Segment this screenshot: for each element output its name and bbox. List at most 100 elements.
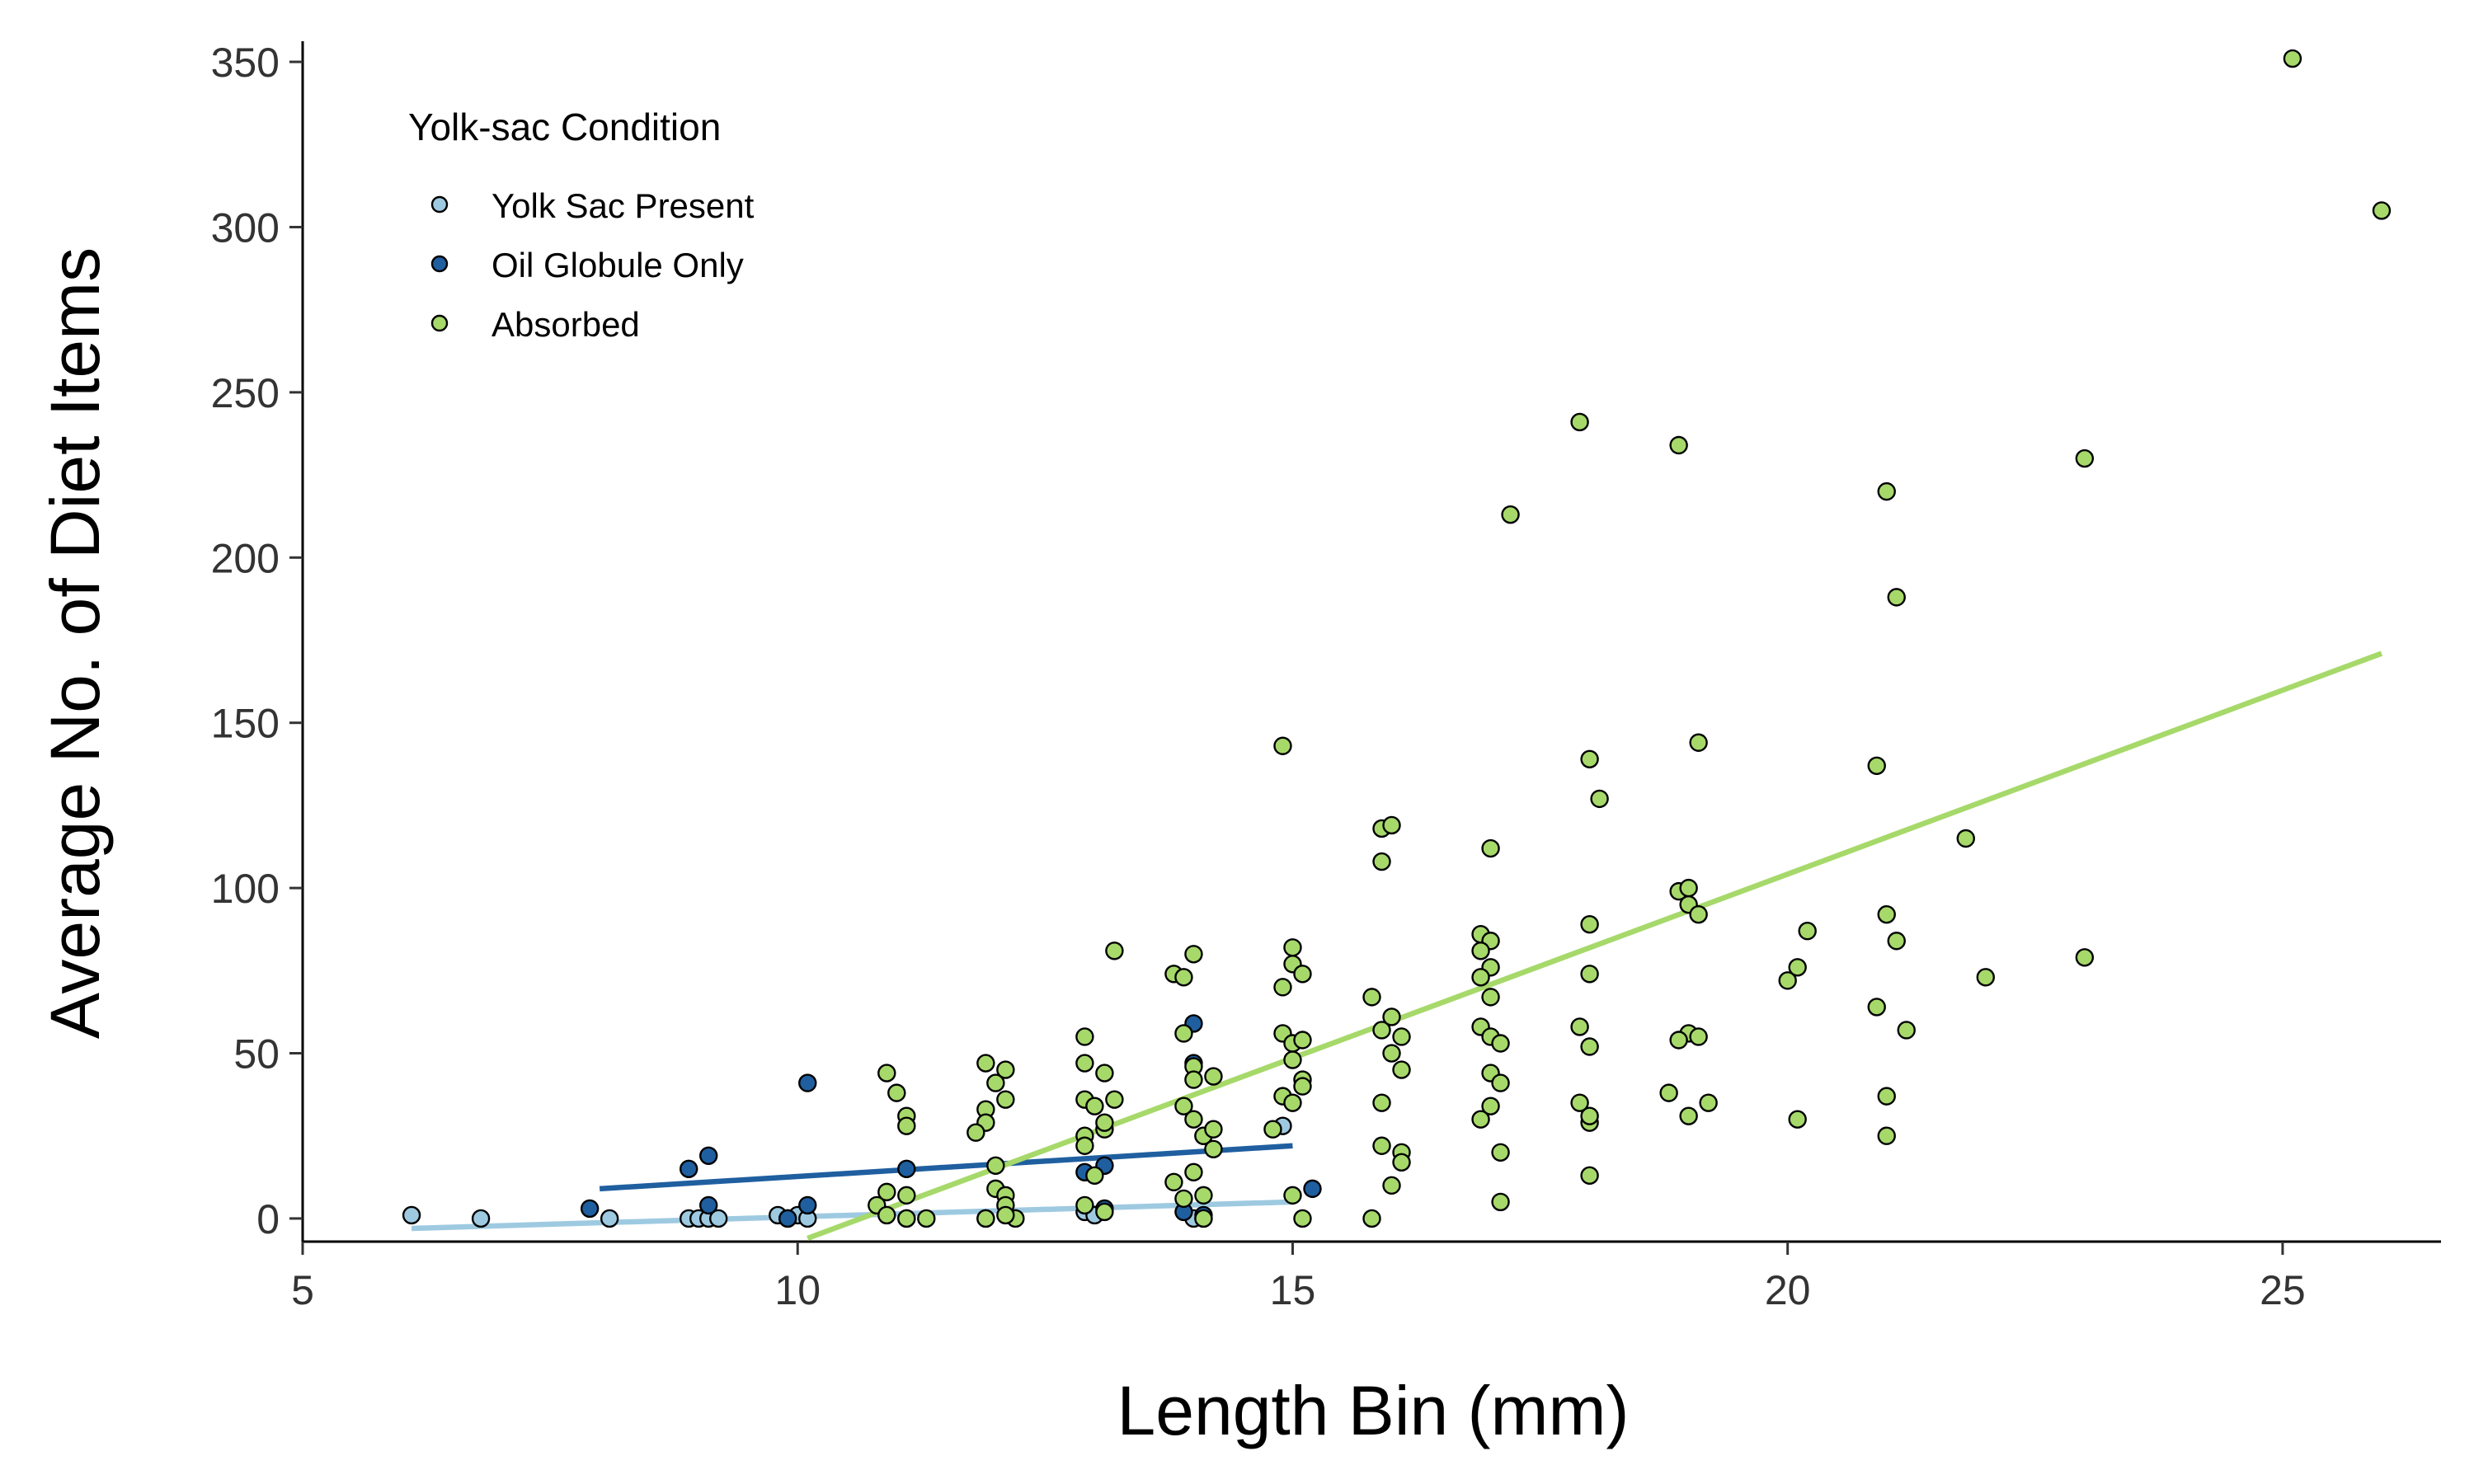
data-point-absorbed: [1085, 1166, 1104, 1186]
data-point-absorbed: [1778, 971, 1797, 990]
data-point-absorbed: [1580, 1037, 1599, 1056]
data-point-oil-globule-only: [778, 1209, 797, 1228]
data-point-absorbed: [1283, 938, 1302, 957]
trend-line-oil-globule-only: [599, 1143, 1293, 1192]
data-point-absorbed: [996, 1060, 1015, 1079]
data-point-absorbed: [1570, 1017, 1589, 1036]
data-point-absorbed: [1471, 942, 1490, 960]
y-axis-title: Average No. of Diet Items: [36, 247, 114, 1039]
data-point-absorbed: [1580, 915, 1599, 934]
data-point-absorbed: [1481, 838, 1500, 858]
data-point-oil-globule-only: [698, 1195, 718, 1215]
data-point-absorbed: [897, 1116, 916, 1135]
data-point-absorbed: [1798, 922, 1817, 941]
data-point-oil-globule-only: [698, 1146, 718, 1165]
y-tick-label: 0: [256, 1196, 280, 1242]
data-point-oil-globule-only: [679, 1159, 698, 1179]
data-point-oil-globule-only: [897, 1159, 916, 1179]
legend-label-yolk-sac-present: Yolk Sac Present: [492, 186, 755, 225]
data-point-absorbed: [1590, 789, 1609, 809]
data-point-absorbed: [1669, 435, 1688, 455]
data-point-absorbed: [1273, 978, 1292, 997]
data-point-absorbed: [1293, 1031, 1312, 1050]
data-point-absorbed: [1392, 1060, 1411, 1079]
data-point-absorbed: [1699, 1093, 1718, 1112]
data-point-absorbed: [1075, 1195, 1094, 1215]
y-tick-label: 100: [211, 866, 280, 912]
x-tick-label: 20: [1765, 1267, 1811, 1313]
data-point-absorbed: [1570, 412, 1589, 432]
data-point-absorbed: [1273, 736, 1292, 755]
data-point-oil-globule-only: [1303, 1179, 1322, 1199]
data-point-absorbed: [887, 1083, 906, 1102]
legend-marker-absorbed: [430, 314, 449, 332]
legend-marker-oil-globule-only: [430, 255, 449, 273]
data-point-absorbed: [1283, 1050, 1302, 1069]
data-point-absorbed: [1877, 481, 1896, 501]
data-point-yolk-sac-present: [471, 1209, 491, 1228]
trend-layer: [411, 650, 2383, 1242]
data-point-absorbed: [1095, 1113, 1114, 1132]
data-point-absorbed: [1382, 1007, 1401, 1026]
data-point-absorbed: [1204, 1067, 1223, 1086]
data-point-yolk-sac-present: [402, 1205, 421, 1225]
data-point-absorbed: [877, 1182, 896, 1202]
data-point-absorbed: [1580, 1166, 1599, 1186]
data-point-absorbed: [1392, 1027, 1411, 1046]
data-point-absorbed: [996, 1090, 1015, 1109]
data-point-absorbed: [1689, 904, 1708, 924]
data-point-absorbed: [917, 1209, 936, 1228]
data-point-absorbed: [1392, 1153, 1411, 1172]
data-point-absorbed: [1095, 1064, 1114, 1082]
data-point-absorbed: [1174, 968, 1193, 987]
data-point-absorbed: [976, 1209, 995, 1228]
data-point-absorbed: [1194, 1186, 1213, 1205]
x-tick-label: 15: [1270, 1267, 1316, 1313]
data-point-oil-globule-only: [580, 1199, 600, 1219]
data-point-absorbed: [1372, 1021, 1391, 1040]
data-point-absorbed: [1283, 1093, 1302, 1112]
data-point-absorbed: [1174, 1189, 1193, 1209]
data-point-absorbed: [1877, 1126, 1896, 1145]
data-point-absorbed: [976, 1054, 995, 1073]
data-point-absorbed: [1471, 968, 1490, 987]
data-point-absorbed: [897, 1186, 916, 1205]
data-point-absorbed: [1501, 505, 1520, 524]
y-tick-label: 200: [211, 535, 280, 581]
data-point-absorbed: [877, 1064, 896, 1082]
data-point-absorbed: [967, 1123, 985, 1142]
data-point-yolk-sac-present: [600, 1209, 619, 1228]
data-point-absorbed: [1293, 965, 1312, 984]
data-point-absorbed: [1887, 932, 1906, 951]
data-point-absorbed: [1095, 1202, 1114, 1222]
data-point-absorbed: [1570, 1093, 1589, 1112]
data-point-absorbed: [1372, 1136, 1391, 1155]
data-point-absorbed: [1877, 904, 1896, 924]
data-point-absorbed: [897, 1209, 916, 1228]
data-point-absorbed: [996, 1205, 1015, 1225]
data-point-absorbed: [986, 1073, 1005, 1092]
data-point-absorbed: [1105, 942, 1124, 960]
legend: Yolk-sac Condition Yolk Sac Present Oil …: [408, 106, 755, 344]
data-point-absorbed: [1689, 733, 1708, 752]
data-point-absorbed: [1580, 965, 1599, 984]
data-point-absorbed: [1293, 1077, 1312, 1096]
data-point-absorbed: [1897, 1021, 1916, 1040]
data-point-absorbed: [1184, 1162, 1203, 1182]
data-point-absorbed: [1956, 829, 1975, 848]
data-point-absorbed: [1887, 588, 1906, 607]
data-point-absorbed: [1184, 1110, 1203, 1129]
data-point-absorbed: [1481, 988, 1500, 1007]
data-point-absorbed: [1105, 1090, 1124, 1109]
data-point-absorbed: [1372, 852, 1391, 871]
legend-marker-yolk-sac-present: [430, 195, 449, 214]
data-point-absorbed: [1184, 1070, 1203, 1089]
data-point-absorbed: [1382, 1176, 1401, 1195]
data-point-absorbed: [1372, 1093, 1391, 1112]
data-point-absorbed: [1174, 1097, 1193, 1115]
y-tick-label: 250: [211, 370, 280, 416]
y-tick-label: 50: [233, 1031, 280, 1078]
data-point-absorbed: [1867, 998, 1886, 1017]
